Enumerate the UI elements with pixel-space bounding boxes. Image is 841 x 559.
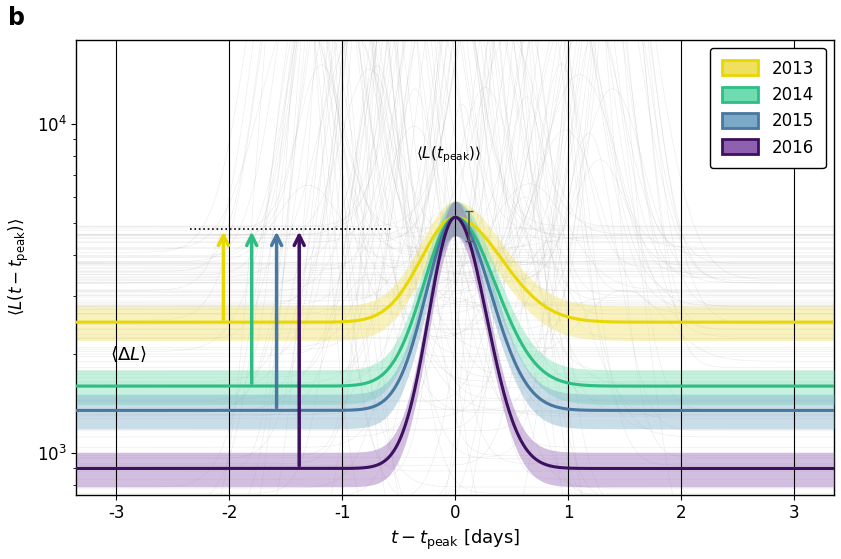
2016 — [451, 214, 461, 221]
2014 — [807, 383, 817, 390]
2014 — [451, 214, 461, 221]
2014 — [669, 383, 679, 390]
2015 — [420, 295, 430, 302]
2013 — [669, 319, 679, 325]
2013 — [807, 319, 817, 325]
2015 — [110, 407, 120, 414]
2015 — [451, 214, 461, 221]
2016 — [807, 465, 817, 472]
2015 — [807, 407, 817, 414]
2015 — [71, 407, 82, 414]
2014 — [71, 383, 82, 390]
2016 — [420, 335, 430, 342]
2014 — [807, 383, 817, 390]
2015 — [829, 407, 839, 414]
2016 — [669, 465, 679, 472]
2015 — [669, 407, 679, 414]
2013 — [420, 249, 430, 255]
Text: $\langle L(t_\mathrm{peak})\rangle$: $\langle L(t_\mathrm{peak})\rangle$ — [415, 144, 481, 165]
2013 — [440, 219, 450, 225]
2013 — [110, 319, 120, 325]
2013 — [71, 319, 82, 325]
2015 — [440, 226, 450, 233]
Line: 2013: 2013 — [77, 217, 834, 322]
2016 — [829, 465, 839, 472]
Line: 2015: 2015 — [77, 217, 834, 410]
Text: b: b — [8, 7, 25, 30]
2013 — [807, 319, 817, 325]
2014 — [420, 278, 430, 285]
Line: 2014: 2014 — [77, 217, 834, 386]
2016 — [71, 465, 82, 472]
2016 — [807, 465, 817, 472]
2016 — [440, 233, 450, 239]
2014 — [440, 223, 450, 230]
Legend: 2013, 2014, 2015, 2016: 2013, 2014, 2015, 2016 — [710, 48, 826, 168]
2014 — [110, 383, 120, 390]
2014 — [829, 383, 839, 390]
Line: 2016: 2016 — [77, 217, 834, 468]
2015 — [807, 407, 817, 414]
Text: $\langle \Delta L \rangle$: $\langle \Delta L \rangle$ — [110, 344, 147, 364]
X-axis label: $t-t_{\mathrm{peak}}$ [days]: $t-t_{\mathrm{peak}}$ [days] — [390, 528, 521, 552]
2013 — [829, 319, 839, 325]
2013 — [451, 214, 461, 221]
Y-axis label: $\langle L(t-t_{\mathrm{peak}})\rangle$: $\langle L(t-t_{\mathrm{peak}})\rangle$ — [7, 218, 31, 316]
2016 — [110, 465, 120, 472]
